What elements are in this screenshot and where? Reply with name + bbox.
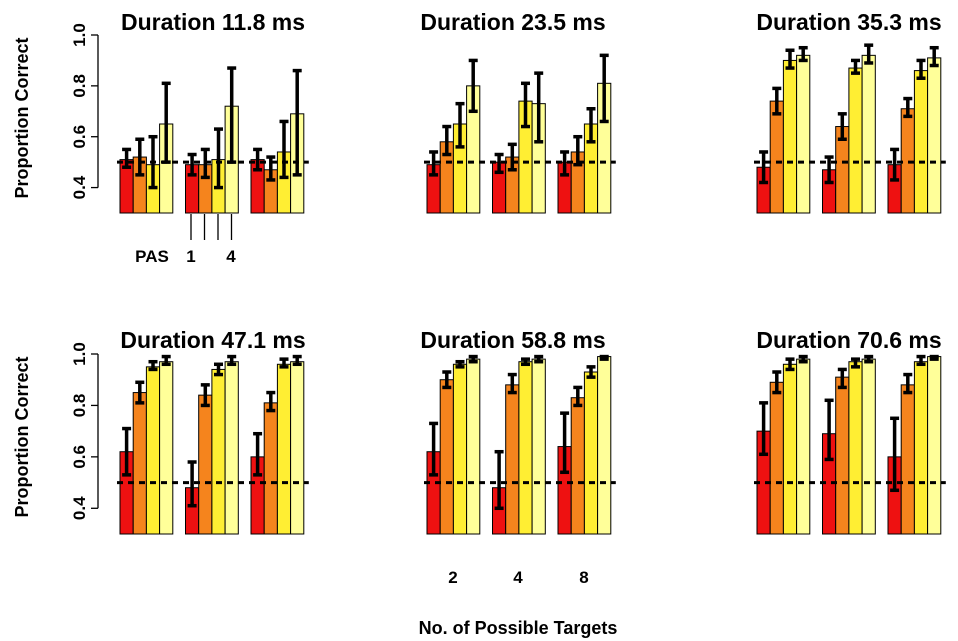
- bar: [796, 54, 811, 214]
- x-axis-label: No. of Possible Targets: [419, 618, 618, 638]
- bar: [913, 70, 929, 214]
- y-tick-label: 0.8: [70, 394, 89, 418]
- bar: [531, 358, 546, 535]
- bar: [861, 358, 876, 535]
- panel-title: Duration 70.6 ms: [756, 327, 941, 353]
- bar: [518, 361, 533, 535]
- bar: [439, 379, 454, 535]
- pas-key-ticks: [190, 214, 233, 240]
- y-tick-label: 0.4: [70, 175, 89, 199]
- bar: [145, 366, 161, 535]
- bar: [597, 356, 612, 535]
- bar: [570, 397, 585, 535]
- pas-key-last: 4: [226, 247, 236, 266]
- bar: [900, 384, 915, 535]
- panel-1: Duration 11.8 ms 0.4 0.6 0.8 1.0: [70, 9, 309, 214]
- bar: [583, 371, 599, 535]
- bar: [927, 356, 942, 535]
- y-tick-label: 1.0: [70, 342, 89, 366]
- panel-title: Duration 58.8 ms: [420, 327, 605, 353]
- bar: [848, 361, 863, 535]
- bar: [211, 368, 226, 535]
- bar: [290, 361, 305, 535]
- y-axis-label-bottom: Proportion Correct: [12, 356, 32, 517]
- bar: [769, 381, 784, 535]
- panel-6: Duration 70.6 ms: [754, 327, 946, 535]
- bar: [927, 57, 942, 214]
- y-tick-label: 1.0: [70, 23, 89, 47]
- pas-key-first: 1: [186, 247, 195, 266]
- bar: [835, 376, 850, 535]
- x-tick-label-4: 4: [513, 568, 523, 587]
- panel-title: Duration 23.5 ms: [420, 9, 605, 35]
- bar: [198, 394, 213, 535]
- y-tick-label: 0.6: [70, 125, 89, 149]
- panels-layer: Duration 11.8 ms 0.4 0.6 0.8 1.0 Duration 23.…: [70, 9, 946, 535]
- bar: [848, 67, 863, 214]
- y-axis-label-top: Proportion Correct: [12, 37, 32, 198]
- bar: [159, 361, 174, 535]
- bar: [505, 384, 520, 535]
- bar: [782, 59, 798, 214]
- panel-title: Duration 35.3 ms: [756, 9, 941, 35]
- panel-5: Duration 58.8 ms: [420, 327, 616, 535]
- x-tick-label-8: 8: [579, 568, 588, 587]
- bar: [913, 361, 929, 535]
- bar: [452, 363, 468, 535]
- panel-2: Duration 23.5 ms: [420, 9, 616, 214]
- y-tick-label: 0.8: [70, 74, 89, 98]
- y-tick-label: 0.4: [70, 496, 89, 520]
- bar: [224, 361, 239, 535]
- x-tick-label-2: 2: [448, 568, 457, 587]
- panel-title: Duration 11.8 ms: [121, 9, 305, 35]
- pas-key-label: PAS: [135, 247, 169, 266]
- bar: [263, 402, 278, 535]
- bar: [796, 358, 811, 535]
- bar: [861, 54, 876, 214]
- bar: [276, 363, 292, 535]
- panel-title: Duration 47.1 ms: [120, 327, 305, 353]
- panel-4: Duration 47.1 ms 0.4 0.6 0.8 1.0: [70, 327, 309, 535]
- panel-3: Duration 35.3 ms: [754, 9, 946, 214]
- y-tick-label: 0.6: [70, 445, 89, 469]
- bar: [782, 363, 798, 535]
- bar: [132, 392, 147, 535]
- bar: [466, 358, 481, 535]
- bar: [769, 100, 784, 214]
